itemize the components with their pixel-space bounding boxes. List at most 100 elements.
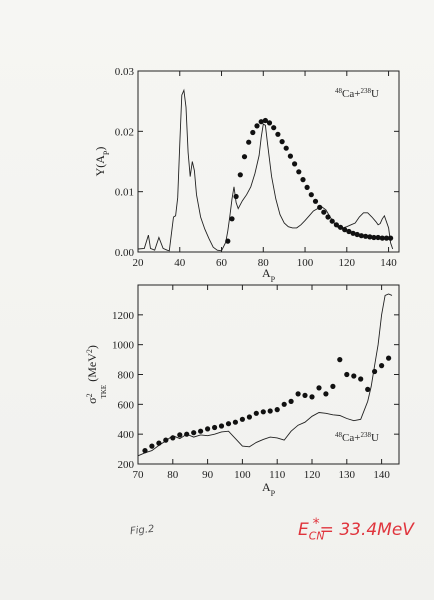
x-axis-label: AP	[262, 480, 276, 498]
data-point	[346, 228, 352, 235]
data-point	[388, 235, 394, 241]
x-tick-label: 120	[304, 469, 321, 481]
plot-frame	[137, 70, 400, 253]
data-point	[267, 408, 273, 414]
data-point	[253, 410, 259, 416]
data-point	[275, 131, 281, 137]
x-tick-label: 140	[380, 257, 397, 269]
data-point	[316, 385, 322, 391]
x-tick-label: 110	[269, 469, 286, 481]
y-tick-label: 0.02	[115, 126, 134, 138]
energy-symbol: E	[298, 520, 309, 540]
x-tick-label: 130	[339, 469, 356, 481]
data-point	[386, 355, 392, 361]
data-point	[225, 421, 232, 427]
yield-chart: 20 40 60 80 100 120 140 0.00 0.01 0.02 0.03 48Ca+23…	[93, 66, 400, 284]
x-tick-label: 140	[373, 469, 390, 481]
data-point	[300, 177, 306, 183]
data-point	[333, 222, 339, 228]
data-point	[337, 224, 344, 230]
energy-subscript: CN	[308, 529, 325, 543]
data-point	[321, 209, 327, 215]
y-tick-label: 1000	[112, 340, 135, 352]
data-point	[250, 129, 256, 136]
data-point	[330, 383, 336, 389]
data-point	[312, 198, 319, 204]
data-point	[281, 401, 287, 407]
data-point	[246, 414, 252, 420]
y-tick-label: 0.00	[115, 247, 135, 259]
series-line	[137, 293, 393, 457]
x-tick-label: 120	[339, 257, 356, 269]
data-point	[304, 184, 310, 190]
data-point	[358, 233, 364, 239]
data-point	[302, 392, 308, 398]
y-tick-label: 0.01	[115, 187, 134, 199]
y-tick-label: 800	[118, 370, 135, 382]
data-point	[184, 431, 190, 437]
data-point	[295, 391, 301, 397]
data-point	[239, 416, 245, 422]
data-point	[241, 154, 248, 160]
data-point	[375, 234, 381, 241]
data-point	[212, 424, 218, 431]
data-point	[363, 233, 369, 239]
data-point	[337, 357, 343, 363]
x-tick-label: 100	[234, 469, 251, 481]
data-point	[292, 161, 298, 167]
data-point	[372, 368, 378, 375]
x-tick-label: 60	[216, 257, 228, 269]
y-tick-label: 400	[118, 429, 135, 441]
data-point	[170, 435, 176, 441]
reaction-annotation: 48Ca+238U	[335, 87, 379, 100]
data-point	[233, 193, 239, 200]
y-axis-label: Y(AP)	[93, 147, 111, 177]
data-point	[142, 448, 148, 454]
data-point	[266, 120, 273, 126]
data-point	[260, 409, 266, 415]
data-point	[254, 123, 260, 129]
data-point	[205, 426, 211, 432]
x-tick-label: 100	[297, 257, 314, 269]
data-point	[367, 234, 373, 240]
reaction-annotation: 48Ca+238U	[335, 431, 379, 444]
x-tick-label: 70	[133, 469, 145, 481]
data-point	[283, 145, 289, 151]
data-point	[218, 423, 225, 429]
data-point	[350, 230, 356, 236]
data-point	[288, 398, 294, 404]
data-point	[279, 139, 285, 145]
data-point	[225, 238, 231, 244]
data-point	[156, 440, 162, 446]
data-point	[246, 139, 252, 145]
energy-star: *	[312, 516, 320, 532]
series-line	[137, 88, 394, 252]
data-point	[344, 371, 350, 378]
y-tick-label: 600	[118, 399, 135, 411]
data-point	[163, 437, 169, 443]
data-point	[329, 218, 335, 224]
x-tick-label: 90	[202, 469, 214, 481]
data-point	[323, 391, 329, 397]
x-tick-label: 80	[258, 257, 270, 269]
y-tick-label: 200	[118, 459, 135, 471]
data-point	[237, 172, 243, 178]
data-point	[296, 169, 302, 175]
data-point	[371, 234, 377, 241]
data-point	[287, 153, 293, 159]
data-point	[317, 204, 323, 210]
data-point	[379, 363, 385, 369]
data-point	[258, 119, 264, 125]
data-point	[365, 386, 371, 392]
data-point	[191, 430, 197, 436]
data-point	[308, 192, 314, 198]
x-axis-label: AP	[262, 266, 276, 284]
data-point	[274, 407, 280, 413]
data-point	[325, 214, 331, 220]
data-point	[198, 428, 204, 434]
y-tick-label: 0.03	[115, 66, 135, 78]
tke-variance-chart: 70 80 90 100 110 120 130 140 200 400 600 800 1000 120…	[85, 284, 400, 498]
excitation-energy-label: ECN*= 33.4MeV	[298, 516, 414, 543]
